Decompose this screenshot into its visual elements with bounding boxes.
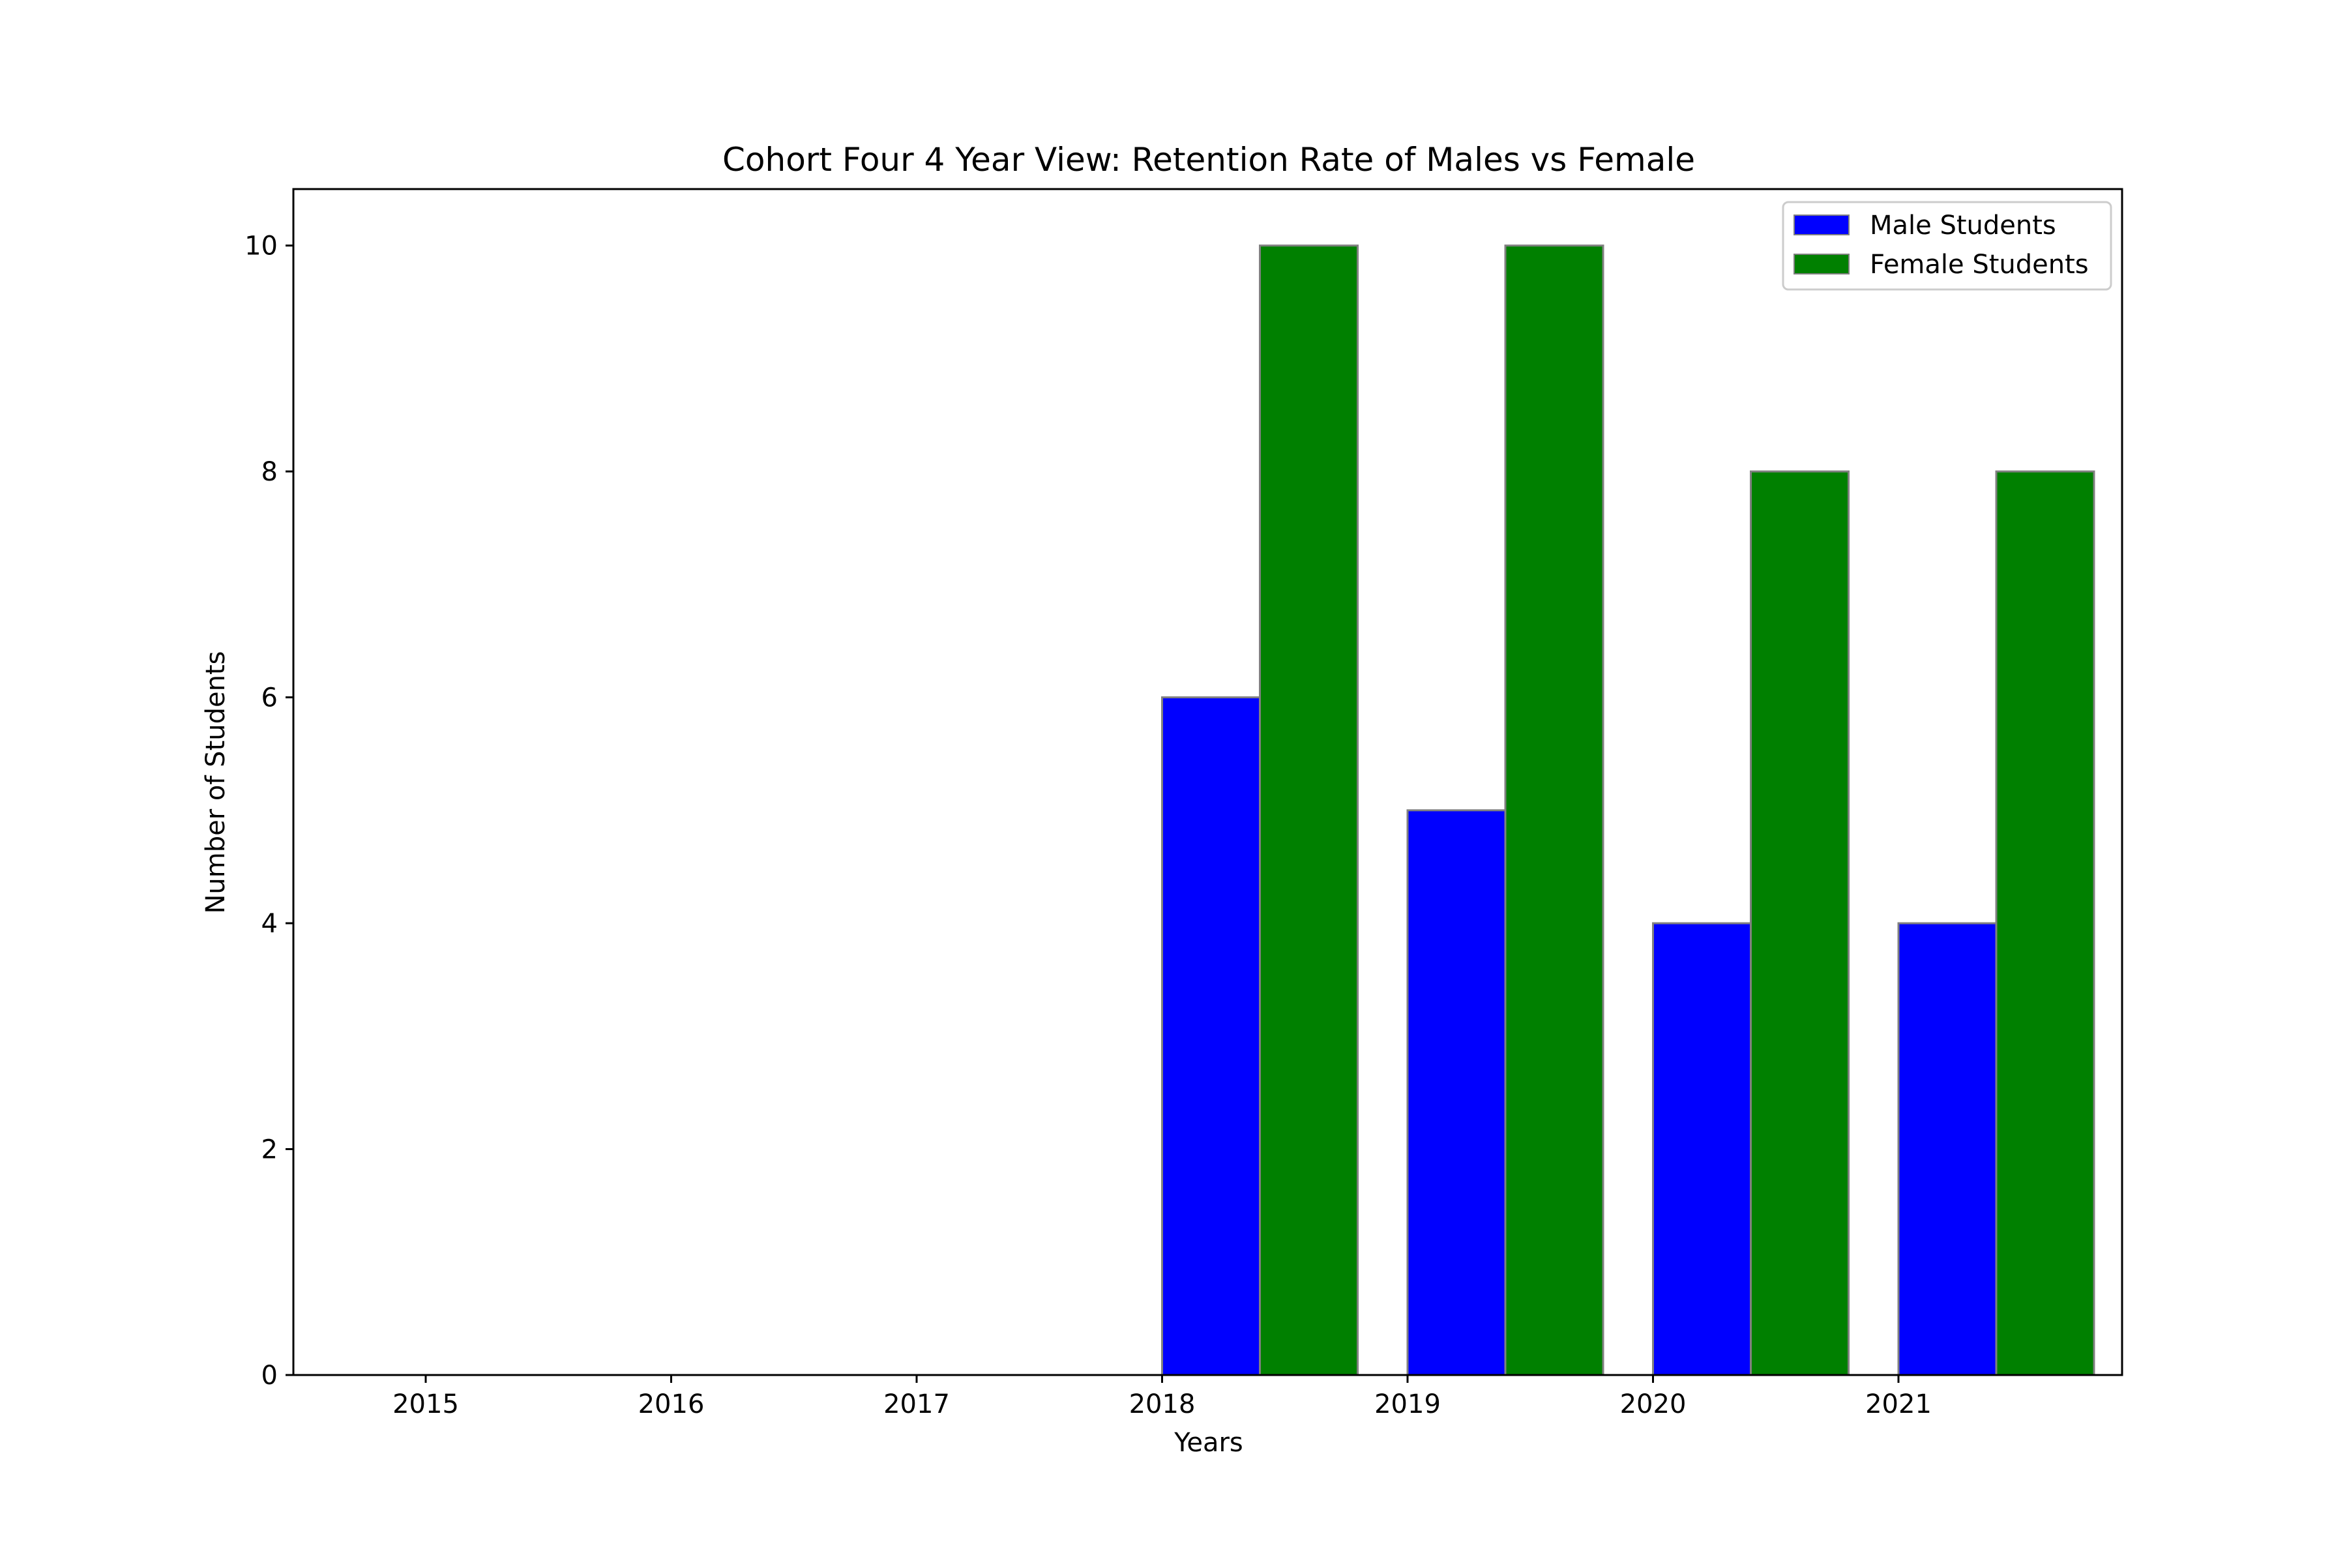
bar-male-2019 bbox=[1406, 809, 1507, 1376]
x-tick-label: 2018 bbox=[1129, 1389, 1196, 1419]
x-axis: 2015 2016 2017 2018 2019 2020 2021 bbox=[392, 1375, 1932, 1419]
x-axis-label: Years bbox=[1174, 1428, 1243, 1458]
y-tick-label: 4 bbox=[261, 909, 278, 939]
y-tick-label: 6 bbox=[261, 683, 278, 713]
x-tick-label: 2015 bbox=[392, 1389, 459, 1419]
y-tick-label: 0 bbox=[261, 1361, 278, 1391]
plot-frame bbox=[292, 188, 2123, 1376]
legend-label-female: Female Students bbox=[1870, 250, 2089, 280]
bar-female-2020 bbox=[1750, 470, 1850, 1376]
legend: Male Students Female Students bbox=[1782, 201, 2112, 291]
bar-female-2021 bbox=[1995, 470, 2095, 1376]
y-tick-label: 10 bbox=[244, 231, 278, 261]
x-tick-label: 2017 bbox=[883, 1389, 950, 1419]
bar-male-2021 bbox=[1897, 922, 1998, 1376]
y-axis-label: Number of Students bbox=[201, 651, 231, 914]
bar-male-2018 bbox=[1161, 696, 1261, 1376]
x-tick-label: 2016 bbox=[638, 1389, 705, 1419]
legend-label-male: Male Students bbox=[1870, 211, 2056, 241]
y-tick-label: 8 bbox=[261, 457, 278, 487]
legend-box bbox=[1782, 201, 2112, 291]
x-tick-label: 2019 bbox=[1374, 1389, 1441, 1419]
bar-male-2020 bbox=[1652, 922, 1752, 1376]
chart-title: Cohort Four 4 Year View: Retention Rate … bbox=[722, 141, 1695, 179]
y-axis: 0 2 4 6 8 10 bbox=[244, 231, 293, 1391]
bars-layer bbox=[1161, 244, 2095, 1376]
legend-swatch-female bbox=[1793, 254, 1850, 274]
y-tick-label: 2 bbox=[261, 1135, 278, 1165]
legend-swatch-male bbox=[1793, 214, 1850, 235]
x-tick-label: 2021 bbox=[1865, 1389, 1932, 1419]
x-tick-label: 2020 bbox=[1620, 1389, 1687, 1419]
bar-female-2019 bbox=[1504, 244, 1604, 1376]
plot-area: 0 2 4 6 8 10 2015 2016 2017 2018 2019 2020 2021 bbox=[244, 188, 2123, 1419]
bar-female-2018 bbox=[1259, 244, 1359, 1376]
